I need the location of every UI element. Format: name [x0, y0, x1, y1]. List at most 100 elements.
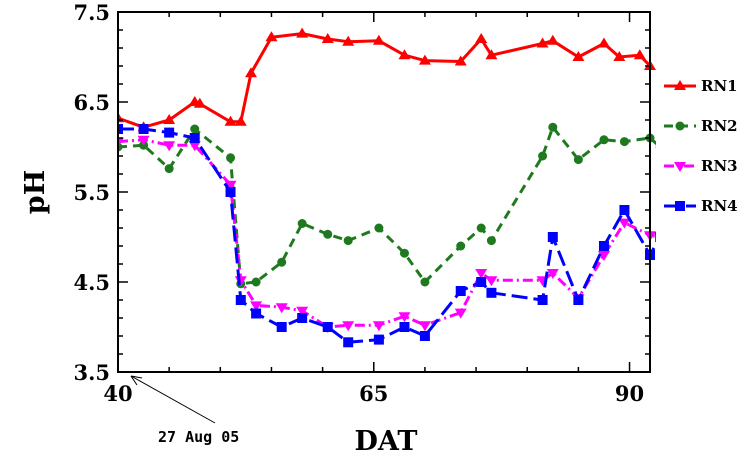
series-layer	[118, 27, 656, 348]
legend-item-rn3: RN3	[664, 157, 738, 175]
data-point-rn4	[547, 232, 558, 242]
data-point-rn4	[537, 295, 548, 305]
data-point-rn1	[193, 97, 206, 108]
x-tick-label: 65	[359, 381, 388, 406]
data-point-rn4	[419, 331, 430, 341]
series-line-rn3	[118, 138, 656, 329]
data-point-rn1	[224, 115, 237, 126]
series-line-rn2	[118, 125, 656, 286]
data-point-rn2	[420, 277, 430, 287]
data-point-rn1	[342, 35, 355, 46]
data-point-rn3	[224, 180, 237, 191]
data-point-rn2	[323, 229, 333, 239]
data-point-rn3	[475, 269, 488, 279]
data-point-rn3	[454, 308, 467, 319]
data-point-rn1	[265, 31, 278, 42]
data-point-rn2	[297, 219, 307, 228]
data-point-rn1	[613, 51, 626, 61]
series-rn2	[118, 122, 656, 289]
data-point-rn2	[164, 164, 174, 174]
data-point-rn3	[137, 135, 150, 146]
data-point-rn4	[235, 295, 246, 305]
data-point-rn2	[619, 137, 629, 147]
data-point-rn2	[548, 122, 558, 132]
y-axis-title: pH	[20, 170, 51, 214]
data-point-rn4	[138, 124, 149, 134]
data-point-rn4	[251, 308, 262, 319]
legend-item-rn2: RN2	[664, 117, 738, 135]
data-point-rn2	[399, 248, 409, 258]
x-tick-label: 40	[103, 381, 132, 406]
data-point-rn4	[276, 322, 287, 332]
y-tick-label: 6.5	[73, 90, 110, 115]
data-point-rn1	[296, 27, 309, 38]
data-point-rn3	[597, 251, 610, 261]
data-point-rn1	[398, 49, 411, 60]
date-annotation: 27 Aug 05	[130, 375, 239, 446]
y-tick-label: 7.5	[73, 0, 110, 25]
data-point-rn3	[188, 141, 201, 152]
data-point-rn1	[418, 54, 431, 65]
data-point-rn3	[275, 303, 288, 314]
data-point-rn1	[485, 49, 498, 60]
data-point-rn2	[538, 151, 548, 161]
data-point-rn2	[226, 153, 236, 163]
data-point-rn4	[655, 232, 656, 242]
x-tick-label: 90	[615, 381, 644, 406]
x-axis-title: DAT	[355, 426, 418, 457]
data-point-rn2	[190, 124, 200, 134]
data-point-rn1	[321, 33, 334, 43]
data-point-rn4	[619, 205, 630, 215]
y-tick-label: 4.5	[73, 270, 110, 295]
series-line-rn1	[118, 32, 652, 129]
tick-labels: 40 65 90 3.5 4.5 5.5 6.5 7.5	[73, 0, 644, 406]
data-point-rn4	[322, 322, 333, 332]
legend-item-rn4: RN4	[664, 197, 738, 215]
data-point-rn2	[573, 155, 583, 165]
data-point-rn1	[475, 33, 488, 43]
data-point-rn1	[597, 37, 610, 48]
series-rn4	[118, 124, 656, 348]
data-point-rn2	[374, 223, 384, 233]
legend-item-rn1: RN1	[664, 77, 738, 95]
series-line-rn4	[118, 127, 656, 344]
data-point-rn3	[398, 312, 411, 323]
data-point-rn3	[163, 141, 176, 152]
data-point-rn1	[536, 37, 549, 48]
tick-marks	[117, 11, 650, 373]
data-point-rn1	[572, 51, 585, 61]
data-point-rn3	[250, 301, 263, 312]
data-point-rn1	[546, 34, 559, 45]
data-point-rn4	[476, 277, 487, 287]
data-point-rn3	[485, 276, 498, 287]
legend-label-rn2: RN2	[701, 117, 738, 135]
data-point-rn4	[399, 322, 410, 332]
data-point-rn2	[476, 223, 486, 233]
legend: RN1 RN2 RN3 RN4	[664, 77, 738, 215]
legend-label-rn1: RN1	[701, 77, 738, 95]
data-point-rn3	[546, 269, 559, 279]
legend-label-rn4: RN4	[701, 197, 738, 215]
legend-marker-rn4	[675, 201, 685, 211]
data-point-rn3	[654, 233, 656, 236]
data-point-rn3	[342, 321, 355, 332]
legend-label-rn3: RN3	[701, 157, 738, 175]
data-point-rn3	[618, 218, 631, 229]
data-point-rn1	[245, 67, 257, 78]
data-point-rn2	[251, 277, 261, 287]
series-rn1	[118, 27, 656, 132]
data-point-rn4	[486, 287, 497, 298]
legend-marker-rn2	[675, 121, 685, 131]
data-point-rn1	[163, 114, 176, 124]
data-point-rn4	[455, 286, 466, 296]
data-point-rn2	[343, 236, 353, 246]
data-point-rn3	[118, 137, 124, 148]
data-point-rn2	[486, 236, 496, 246]
data-point-rn4	[573, 295, 584, 305]
legend-marker-rn3	[674, 162, 686, 172]
data-point-rn4	[297, 313, 308, 323]
data-point-rn2	[599, 135, 609, 145]
data-point-rn4	[373, 334, 384, 345]
y-tick-label: 3.5	[73, 360, 110, 385]
